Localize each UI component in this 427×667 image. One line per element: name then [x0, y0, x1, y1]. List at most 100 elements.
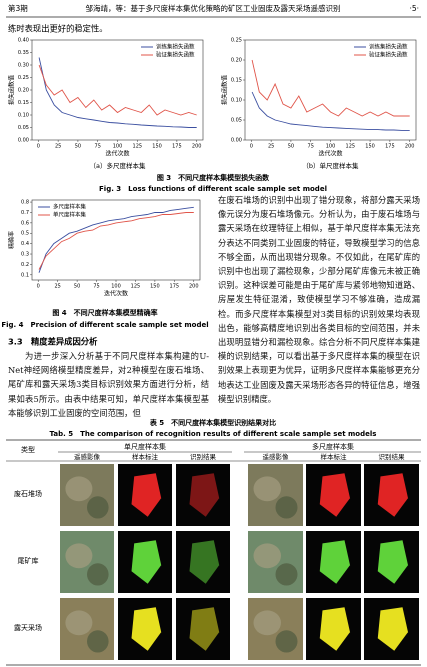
x-tick-label: 0	[37, 284, 40, 290]
subtitle: （a）多尺度样本集	[90, 161, 146, 170]
image-texture	[253, 476, 281, 502]
y-tick-label: 0.15	[18, 100, 29, 106]
image-texture	[275, 563, 298, 586]
image-texture	[275, 496, 298, 519]
mask-shape	[131, 607, 162, 651]
legend-label: 训练集损失函数	[156, 43, 195, 51]
x-tick-label: 150	[365, 144, 375, 150]
y-tick-label: 0.5	[21, 231, 29, 237]
x-tick-label: 175	[170, 284, 180, 290]
subtitle: （b）单尺度样本集	[302, 161, 359, 170]
mask-shape	[319, 473, 350, 517]
image-texture	[87, 563, 109, 586]
mask-shape	[319, 607, 350, 651]
legend-label: 单尺度样本集	[53, 211, 87, 219]
x-tick-label: 200	[189, 284, 199, 290]
y-axis-label: 损失函数值	[221, 75, 229, 105]
y-tick-label: 0.20	[231, 58, 242, 64]
row-label: 废石堆场	[14, 489, 42, 498]
table-header: 类型	[21, 445, 35, 454]
y-tick-label: 0.25	[18, 75, 29, 81]
mask-shape	[131, 540, 162, 584]
legend-label: 多尺度样本集	[53, 203, 87, 211]
mask-shape	[189, 607, 220, 651]
x-tick-label: 50	[74, 284, 80, 290]
intro-line: 练时表现出更好的稳定性。	[8, 24, 108, 34]
x-tick-label: 125	[133, 144, 143, 150]
x-tick-label: 100	[326, 144, 336, 150]
x-tick-label: 100	[113, 144, 123, 150]
x-tick-label: 200	[405, 144, 415, 150]
table-column-header: 样本标注	[321, 452, 348, 461]
figure-caption: 图 4 不同尺度样本集模型精确率	[52, 308, 157, 317]
table-column-header: 识别结果	[379, 452, 406, 461]
x-tick-label: 75	[308, 144, 314, 150]
x-tick-label: 25	[268, 144, 274, 150]
image-texture	[275, 630, 298, 653]
issue: 第3期	[8, 3, 28, 13]
y-tick-label: 0.8	[21, 200, 29, 206]
mask-shape	[319, 540, 350, 584]
mask-shape	[131, 473, 162, 517]
x-tick-label: 25	[55, 144, 61, 150]
image-texture	[65, 610, 93, 636]
y-axis-label: 损失函数值	[8, 75, 16, 105]
x-tick-label: 150	[152, 144, 162, 150]
x-tick-label: 175	[385, 144, 395, 150]
y-tick-label: 0.10	[231, 98, 242, 104]
table-column-header: 样本标注	[132, 452, 159, 461]
mask-shape	[189, 540, 220, 584]
series-line	[38, 212, 194, 270]
table-column-header: 遥感影像	[74, 452, 101, 461]
x-tick-label: 150	[150, 284, 160, 290]
table-caption: 表 5 不同尺度样本集模型识别结果对比	[149, 418, 276, 427]
y-tick-label: 0.10	[18, 113, 29, 119]
legend-label: 验证集损失函数	[369, 51, 408, 59]
x-tick-label: 50	[75, 144, 81, 150]
y-tick-label: 0.7	[21, 210, 29, 216]
y-tick-label: 0.3	[21, 252, 29, 258]
y-tick-label: 0.20	[18, 88, 29, 94]
y-tick-label: 0.30	[18, 63, 29, 69]
y-tick-label: 0.05	[18, 125, 29, 131]
figure-caption: 图 3 不同尺度样本集模型损失函数	[157, 173, 270, 182]
x-tick-label: 0	[250, 144, 253, 150]
image-texture	[253, 543, 281, 569]
page-number: ·5·	[409, 4, 419, 13]
image-texture	[87, 630, 109, 653]
image-texture	[253, 610, 281, 636]
x-tick-label: 50	[288, 144, 294, 150]
mask-shape	[377, 607, 408, 651]
legend-label: 验证集损失函数	[156, 51, 195, 59]
x-tick-label: 200	[192, 144, 202, 150]
mask-shape	[377, 473, 408, 517]
y-axis-label: 精确率	[8, 231, 16, 249]
x-tick-label: 100	[111, 284, 121, 290]
y-tick-label: 0.40	[18, 38, 29, 44]
paragraph: 为进一步深入分析基于不同尺度样本集构建的U-Net神经网络模型精度差异，对2种模…	[8, 351, 209, 418]
table-group-header: 单尺度样本集	[124, 442, 166, 451]
row-label: 尾矿库	[18, 556, 39, 565]
series-line	[251, 91, 410, 131]
y-tick-label: 0.2	[21, 262, 29, 268]
x-axis-label: 迭代次数	[318, 150, 342, 158]
series-line	[251, 59, 410, 117]
y-tick-label: 0.15	[231, 78, 242, 84]
mask-shape	[189, 473, 220, 517]
figure-caption-en: Fig. 4 Precision of different scale samp…	[1, 321, 208, 329]
y-tick-label: 0.1	[21, 272, 29, 278]
x-tick-label: 75	[93, 284, 99, 290]
table-caption-en: Tab. 5 The comparison of recognition res…	[50, 430, 377, 438]
y-tick-label: 0.00	[18, 138, 29, 144]
figure-caption-en: Fig. 3 Loss functions of different scale…	[99, 185, 327, 193]
y-tick-label: 0.6	[21, 220, 29, 226]
image-texture	[87, 496, 109, 519]
section-heading: 3.3 精度差异成因分析	[8, 337, 98, 347]
table-column-header: 遥感影像	[263, 452, 290, 461]
row-label: 露天采场	[14, 623, 42, 632]
x-tick-label: 75	[95, 144, 101, 150]
series-line	[38, 57, 197, 128]
mask-shape	[377, 540, 408, 584]
